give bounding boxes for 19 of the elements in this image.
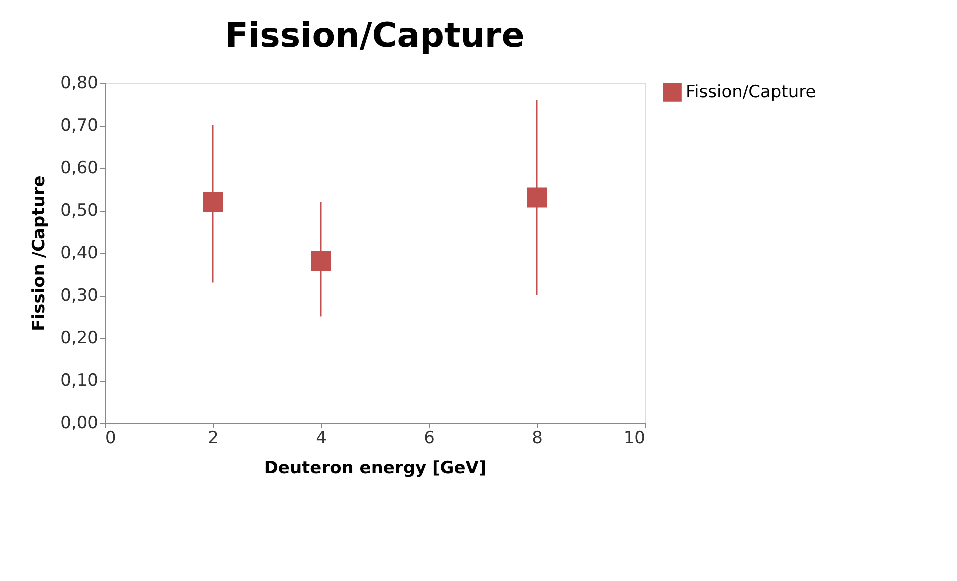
y-tick-label: 0,30 [60,286,98,306]
legend-label: Fission/Capture [686,82,816,102]
x-tick-label: 2 [208,428,219,448]
x-tick-label: 4 [316,428,327,448]
y-tick-label: 0,80 [60,74,98,94]
y-tick-label: 0,10 [60,371,98,391]
y-tick-label: 0,00 [60,414,98,434]
chart-title: Fission/Capture [225,16,525,56]
x-tick-label: 0 [106,428,116,448]
y-tick-label: 0,40 [60,244,98,264]
y-tick-label: 0,50 [60,201,98,221]
y-tick-label: 0,60 [60,158,98,178]
y-tick-label: 0,20 [60,328,98,348]
x-tick-label: 8 [532,428,543,448]
y-tick-label: 0,70 [60,116,98,136]
x-axis-title: Deuteron energy [GeV] [264,458,487,478]
x-tick-label: 10 [624,428,646,448]
y-axis-title: Fission /Capture [30,176,50,332]
x-tick-label: 6 [424,428,435,448]
